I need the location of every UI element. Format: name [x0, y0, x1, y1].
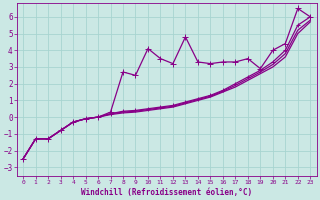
X-axis label: Windchill (Refroidissement éolien,°C): Windchill (Refroidissement éolien,°C) — [81, 188, 252, 197]
